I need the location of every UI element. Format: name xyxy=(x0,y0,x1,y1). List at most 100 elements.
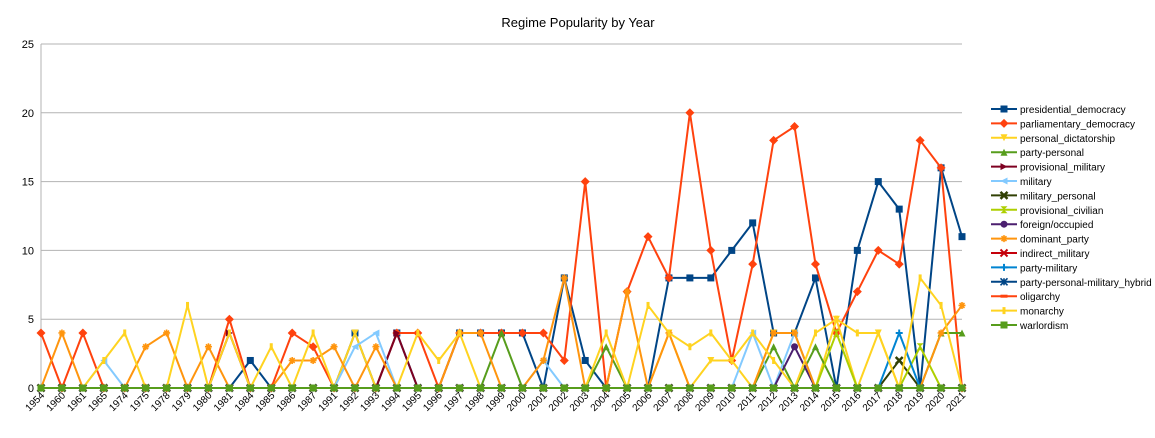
data-point xyxy=(772,356,776,364)
legend-item: military xyxy=(991,177,1052,188)
x-tick-label: 2016 xyxy=(840,390,864,414)
legend-label: party-military xyxy=(1020,263,1077,274)
data-point xyxy=(749,219,757,227)
data-point xyxy=(958,384,966,392)
x-tick-label: 1992 xyxy=(338,390,362,414)
data-point xyxy=(163,329,171,337)
data-point xyxy=(855,329,859,337)
legend-item: military_personal xyxy=(991,191,1096,202)
legend-label: indirect_military xyxy=(1020,249,1089,260)
data-point xyxy=(437,356,441,364)
data-point xyxy=(184,384,192,392)
data-point xyxy=(1000,321,1008,329)
data-point xyxy=(78,328,88,338)
data-point xyxy=(477,384,485,392)
data-point xyxy=(287,328,297,338)
data-point xyxy=(458,329,462,337)
data-point xyxy=(1000,148,1008,156)
x-tick-label: 1998 xyxy=(463,390,487,414)
data-point xyxy=(895,205,903,213)
data-point xyxy=(560,384,568,392)
legend-item: parliamentary_democracy xyxy=(991,118,1135,130)
data-point xyxy=(538,328,548,338)
series-line xyxy=(41,166,963,389)
data-point xyxy=(79,384,87,392)
data-point xyxy=(1000,294,1008,298)
data-point xyxy=(100,384,108,392)
x-tick-label: 2000 xyxy=(505,390,529,414)
x-tick-label: 1985 xyxy=(254,390,278,414)
data-point xyxy=(667,329,671,337)
legend-label: monarchy xyxy=(1020,307,1064,318)
x-tick-label: 2019 xyxy=(903,390,927,414)
data-point xyxy=(791,384,799,392)
x-tick-label: 1986 xyxy=(275,390,299,414)
data-point xyxy=(894,259,904,269)
data-point xyxy=(142,343,150,351)
x-tick-label: 2020 xyxy=(924,390,948,414)
data-point xyxy=(123,329,127,337)
data-point xyxy=(707,384,715,392)
data-point xyxy=(936,163,946,173)
data-point xyxy=(874,384,882,392)
data-point xyxy=(873,245,883,255)
data-point xyxy=(664,273,674,283)
y-tick-label: 5 xyxy=(28,314,34,326)
legend-label: party-personal-military_hybrid xyxy=(1020,278,1152,289)
data-point xyxy=(309,356,317,364)
x-tick-label: 1995 xyxy=(400,390,424,414)
data-point xyxy=(937,329,945,337)
data-point xyxy=(646,301,650,309)
data-point xyxy=(58,329,66,337)
data-point xyxy=(288,384,296,392)
data-point xyxy=(581,356,589,364)
data-point xyxy=(246,384,254,392)
data-point xyxy=(102,356,106,364)
data-point xyxy=(121,384,129,392)
legend-label: military_personal xyxy=(1020,191,1096,202)
data-point xyxy=(581,384,589,392)
data-point xyxy=(707,274,715,282)
data-point xyxy=(811,274,819,282)
data-point xyxy=(644,384,652,392)
data-point xyxy=(1002,307,1006,315)
x-tick-label: 1975 xyxy=(128,390,152,414)
y-tick-label: 20 xyxy=(22,108,34,120)
data-point xyxy=(874,178,882,186)
legend-label: foreign/occupied xyxy=(1020,220,1093,231)
data-point xyxy=(728,384,736,392)
chart-title: Regime Popularity by Year xyxy=(501,15,655,30)
data-point xyxy=(623,288,631,296)
data-point xyxy=(665,384,673,392)
data-point xyxy=(142,384,150,392)
data-point xyxy=(372,329,380,337)
data-point xyxy=(895,329,903,337)
legend-label: personal_dictatorship xyxy=(1020,134,1115,145)
legend-item: party-personal xyxy=(991,148,1084,159)
data-point xyxy=(227,329,231,337)
data-point xyxy=(602,343,610,351)
legend-item: foreign/occupied xyxy=(991,220,1093,231)
x-tick-label: 2008 xyxy=(672,390,696,414)
data-point xyxy=(498,384,505,392)
data-point xyxy=(309,384,317,392)
data-point xyxy=(853,246,861,254)
data-point xyxy=(604,329,608,337)
legend-item: party-personal-military_hybrid xyxy=(991,277,1152,289)
data-point xyxy=(498,329,505,337)
x-tick-label: 1961 xyxy=(65,390,89,414)
data-point xyxy=(853,384,861,392)
data-point xyxy=(791,329,799,337)
x-tick-label: 1999 xyxy=(484,390,508,414)
data-point xyxy=(939,301,943,309)
data-point xyxy=(999,277,1009,286)
series-personal_dictatorship xyxy=(37,315,966,392)
data-point xyxy=(915,135,925,145)
data-point xyxy=(393,329,401,337)
x-tick-label: 1987 xyxy=(296,390,320,414)
data-point xyxy=(1000,206,1008,214)
data-point xyxy=(811,343,819,351)
data-point xyxy=(852,287,862,297)
data-point xyxy=(560,274,568,282)
data-point xyxy=(372,384,380,392)
